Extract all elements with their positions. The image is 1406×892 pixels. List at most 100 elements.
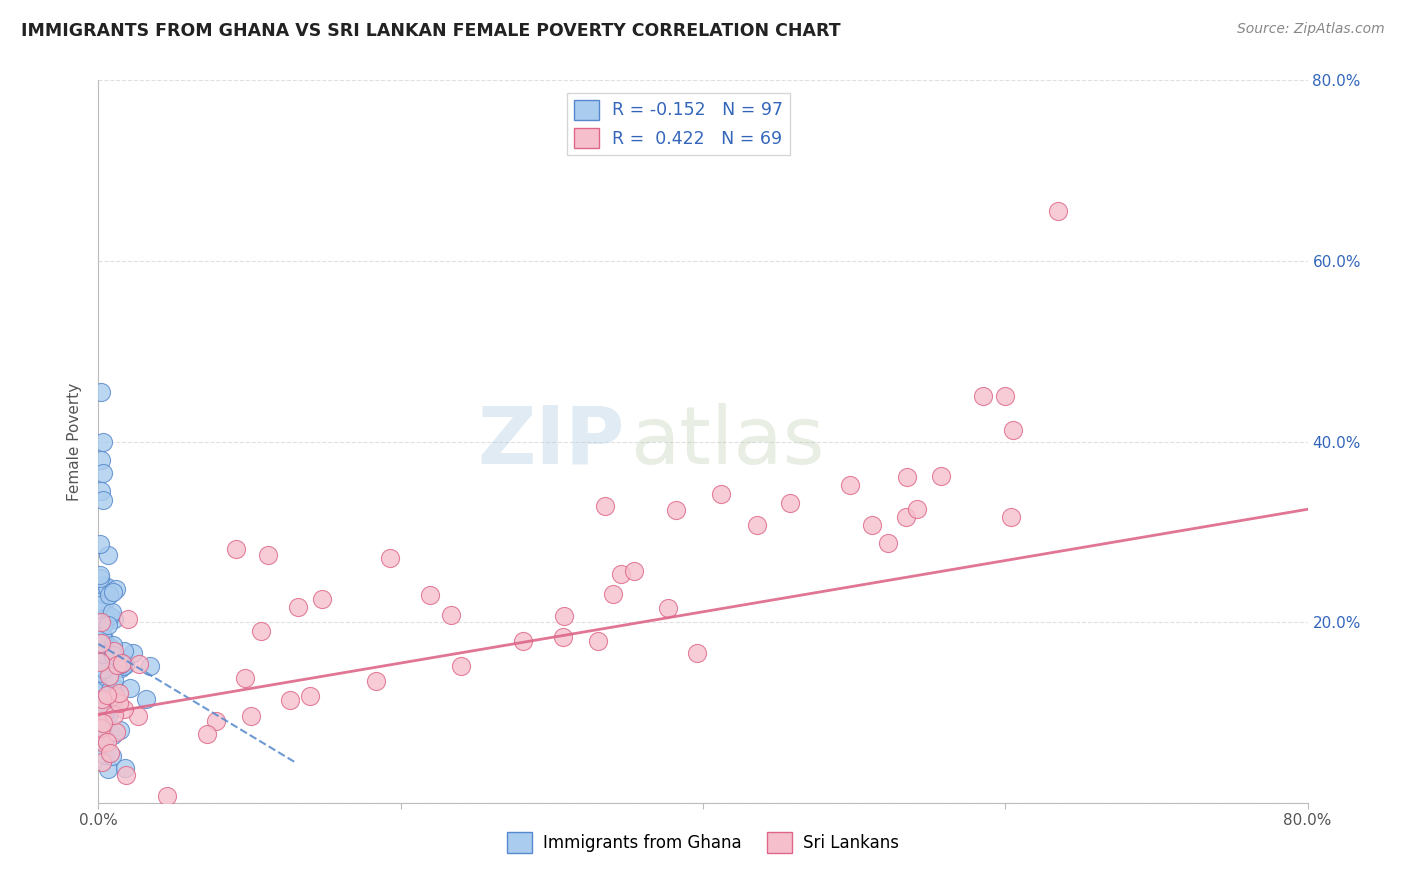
Point <box>90 615 112 629</box>
Point <box>98 682 121 697</box>
Point <box>378 550 401 565</box>
Point <box>117 612 139 626</box>
Point <box>108 723 131 737</box>
Point <box>103 691 125 706</box>
Point <box>98 695 121 709</box>
Point <box>91 723 114 737</box>
Point <box>623 564 645 578</box>
Point <box>586 634 609 648</box>
Point <box>90 658 112 673</box>
Point <box>551 631 574 645</box>
Legend: Immigrants from Ghana, Sri Lankans: Immigrants from Ghana, Sri Lankans <box>501 826 905 860</box>
Point <box>90 384 112 399</box>
Point <box>747 518 769 533</box>
Point <box>111 659 134 673</box>
Point <box>110 657 132 671</box>
Point <box>90 636 112 650</box>
Point <box>89 634 111 648</box>
Point <box>93 653 115 667</box>
Point <box>97 762 120 776</box>
Point <box>96 690 118 705</box>
Point <box>93 596 115 610</box>
Point <box>89 643 111 657</box>
Point <box>610 567 633 582</box>
Point <box>553 609 575 624</box>
Point <box>105 725 128 739</box>
Point <box>111 656 134 670</box>
Point <box>101 748 124 763</box>
Point <box>94 698 117 712</box>
Point <box>98 747 121 761</box>
Point <box>156 789 179 803</box>
Point <box>94 610 117 624</box>
Point <box>93 706 115 720</box>
Point <box>89 571 111 585</box>
Point <box>90 452 112 467</box>
Point <box>97 669 120 683</box>
Point <box>96 607 118 622</box>
Point <box>110 657 132 671</box>
Point <box>197 727 219 741</box>
Point <box>877 536 900 550</box>
Point <box>89 655 111 669</box>
Point <box>602 587 624 601</box>
Point <box>90 676 112 690</box>
Point <box>101 697 124 711</box>
Point <box>96 688 118 702</box>
Point <box>103 673 125 687</box>
Point <box>100 663 122 677</box>
Text: ZIP: ZIP <box>477 402 624 481</box>
Point <box>97 583 120 598</box>
Point <box>112 644 135 658</box>
Point <box>89 658 111 673</box>
Point <box>97 548 120 562</box>
Point <box>287 599 309 614</box>
Point <box>91 680 114 694</box>
Point <box>97 692 120 706</box>
Point <box>93 716 115 731</box>
Point <box>89 537 111 551</box>
Point <box>96 670 118 684</box>
Point <box>93 632 115 646</box>
Point <box>90 721 112 735</box>
Point <box>311 591 333 606</box>
Point <box>89 718 111 732</box>
Point <box>94 731 117 745</box>
Point <box>114 761 136 775</box>
Point <box>419 588 441 602</box>
Point <box>103 649 125 664</box>
Point <box>91 578 114 592</box>
Point <box>98 726 121 740</box>
Point <box>103 694 125 708</box>
Point <box>112 702 135 716</box>
Point <box>91 619 114 633</box>
Point <box>94 748 117 763</box>
Point <box>98 588 121 602</box>
Point <box>90 602 112 616</box>
Point <box>98 640 121 654</box>
Point <box>90 643 112 657</box>
Point <box>257 549 280 563</box>
Point <box>89 699 111 714</box>
Point <box>98 668 121 682</box>
Point <box>104 681 127 696</box>
Point <box>278 693 301 707</box>
Point <box>91 650 114 665</box>
Point <box>450 659 472 673</box>
Point <box>103 644 125 658</box>
Point <box>665 503 688 517</box>
Point <box>101 648 124 662</box>
Point <box>91 434 114 449</box>
Point <box>96 665 118 679</box>
Point <box>96 580 118 594</box>
Point <box>931 468 953 483</box>
Point <box>104 582 127 597</box>
Point <box>100 690 122 705</box>
Point <box>97 706 120 721</box>
Point <box>101 584 124 599</box>
Point <box>101 639 124 653</box>
Point <box>101 648 124 663</box>
Point <box>512 634 534 648</box>
Point <box>90 704 112 718</box>
Point <box>91 493 114 508</box>
